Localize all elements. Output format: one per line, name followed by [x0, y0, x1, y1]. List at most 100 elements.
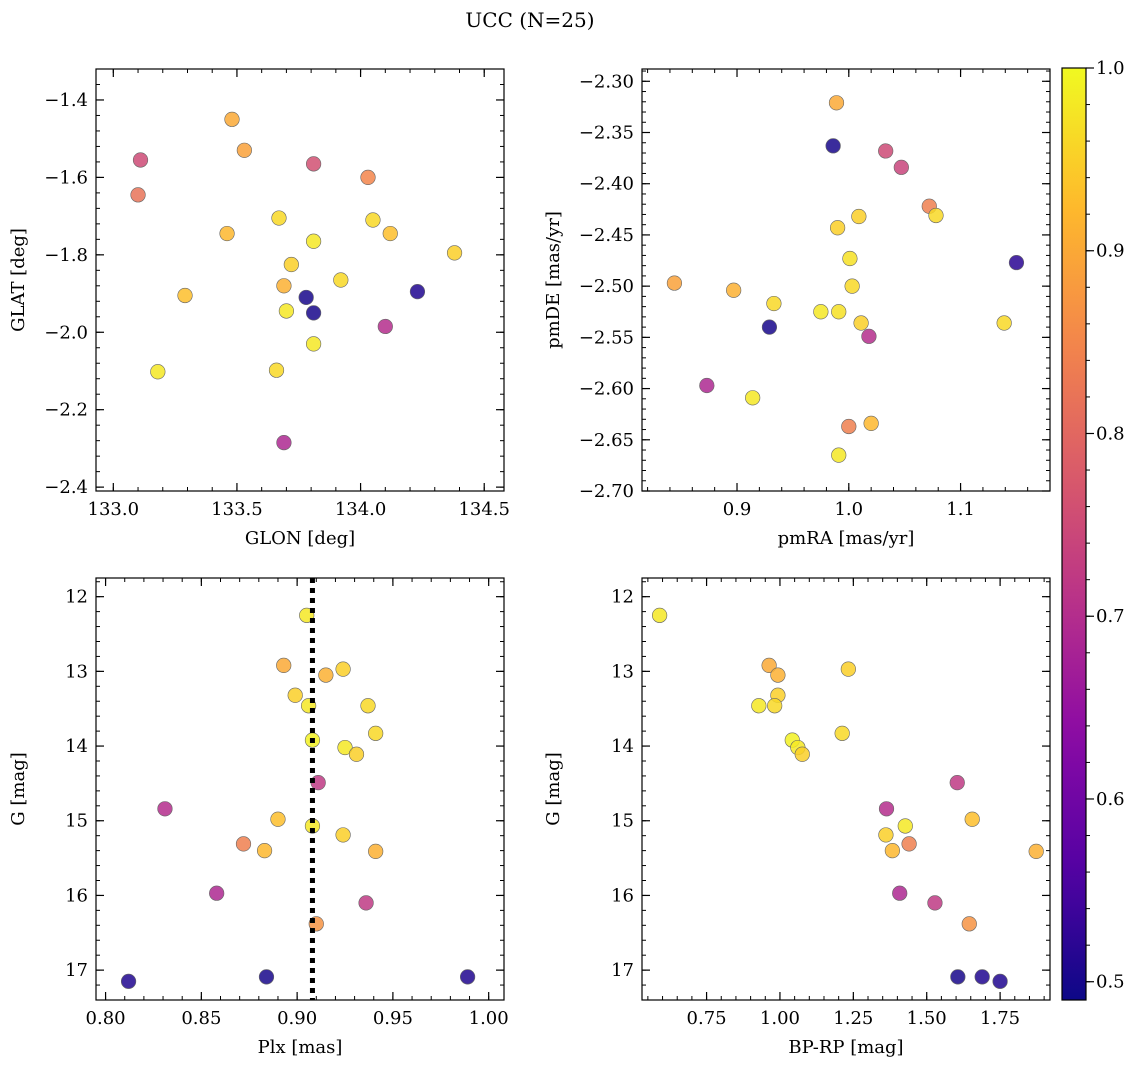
data-point: [652, 607, 668, 623]
data-point: [365, 212, 381, 228]
x-tick-label: 133.5: [211, 499, 263, 520]
colorbar-tick-label: 0.8: [1096, 423, 1125, 444]
plot-frame: [641, 577, 1051, 1001]
y-tick-label: −2.70: [579, 481, 634, 502]
x-tick-label: 0.75: [687, 1008, 727, 1029]
data-point: [863, 415, 879, 431]
data-point: [961, 916, 977, 932]
data-point: [235, 836, 252, 852]
data-point: [1028, 843, 1044, 859]
x-tick-label: 0.80: [86, 1008, 126, 1029]
y-tick-label: 15: [65, 811, 88, 832]
data-point: [306, 305, 322, 321]
y-tick-label: 13: [65, 661, 88, 682]
x-tick-label: 133.0: [88, 499, 140, 520]
figure-title: UCC (N=25): [465, 8, 594, 32]
data-point: [219, 225, 235, 242]
data-point: [770, 667, 786, 683]
data-point: [157, 801, 173, 817]
data-point: [276, 657, 292, 673]
data-point: [996, 315, 1012, 331]
data-point: [150, 364, 166, 380]
data-point: [841, 418, 857, 435]
y-axis-label: GLAT [deg]: [8, 228, 29, 332]
data-point: [409, 284, 426, 300]
data-point: [861, 328, 877, 344]
y-tick-label: 12: [65, 587, 88, 608]
colorbar-tick-label: 0.9: [1096, 241, 1125, 262]
data-point: [830, 220, 846, 236]
y-tick-label: −2.45: [579, 225, 634, 246]
data-point: [358, 895, 374, 911]
data-point: [318, 667, 334, 683]
data-point: [132, 152, 149, 168]
x-tick-label: 1.0: [834, 499, 863, 520]
x-tick-label: 0.95: [373, 1008, 413, 1029]
data-point: [878, 827, 894, 843]
y-tick-label: −1.6: [44, 167, 88, 188]
data-point: [751, 698, 767, 714]
data-point: [699, 377, 715, 394]
data-point: [268, 362, 285, 378]
data-point: [726, 282, 742, 298]
y-tick-label: 17: [65, 960, 88, 981]
data-point: [209, 885, 225, 901]
x-tick-label: 134.5: [458, 499, 510, 520]
data-point: [761, 319, 778, 335]
colorbar-gradient: [1061, 67, 1087, 1001]
data-point: [897, 818, 913, 834]
y-tick-label: 17: [611, 960, 634, 981]
data-point: [278, 303, 295, 319]
scatter-panel-4: 0.75 1.00 1.25 1.50 1.75 12 13 14 15 16 17 BP-RP [m…: [543, 577, 1051, 1058]
data-point: [878, 143, 894, 159]
y-axis-label: G [mag]: [8, 752, 29, 825]
data-point: [377, 318, 393, 335]
data-point: [853, 315, 869, 331]
data-point: [460, 969, 476, 985]
data-point: [964, 811, 980, 827]
data-point: [828, 95, 845, 111]
data-point: [892, 885, 908, 901]
data-point: [745, 390, 761, 406]
data-point: [825, 138, 841, 154]
y-tick-label: −2.55: [579, 327, 634, 348]
data-point: [236, 142, 252, 158]
colorbar: 0.5 0.6 0.7 0.8 0.9 1.0: [1061, 58, 1125, 1001]
data-point: [992, 973, 1008, 989]
data-point: [446, 245, 463, 261]
plot-frame: [95, 577, 505, 1001]
data-point: [928, 207, 944, 224]
data-point: [335, 827, 351, 843]
y-tick-label: −2.0: [44, 322, 88, 343]
x-tick-label: 0.85: [181, 1008, 221, 1029]
data-point: [306, 156, 322, 172]
x-axis-label: Plx [mas]: [258, 1037, 343, 1058]
x-tick-label: 1.1: [946, 499, 975, 520]
y-tick-label: 16: [611, 885, 634, 906]
y-tick-label: −2.2: [44, 400, 88, 421]
y-tick-label: −2.30: [579, 71, 634, 92]
data-point: [382, 225, 398, 242]
data-point: [974, 969, 990, 985]
x-axis-label: GLON [deg]: [245, 528, 355, 549]
scatter-panel-1: 133.0 133.5 134.0 134.5 −1.4 −1.6 −1.8 −2.0 −2.2…: [8, 68, 510, 549]
colorbar-tick-label: 0.6: [1096, 789, 1125, 810]
colorbar-tick-label: 0.7: [1096, 606, 1125, 627]
scatter-panel-2: 0.9 1.0 1.1 −2.30 −2.35 −2.40 −2.45 −2.50 −2.55 −…: [543, 68, 1051, 549]
data-point: [283, 256, 299, 273]
data-point: [298, 289, 314, 306]
data-point: [831, 304, 847, 320]
x-tick-label: 0.9: [723, 499, 752, 520]
x-tick-label: 1.00: [760, 1008, 800, 1029]
x-tick-label: 1.75: [980, 1008, 1020, 1029]
y-tick-label: 13: [611, 661, 634, 682]
data-point: [1008, 254, 1025, 271]
data-point: [360, 698, 376, 714]
data-point: [333, 272, 349, 288]
y-tick-label: 14: [611, 736, 634, 757]
plot-frame: [641, 68, 1051, 492]
data-point: [950, 969, 966, 985]
data-point: [276, 278, 292, 294]
y-tick-label: 14: [65, 736, 88, 757]
data-point: [840, 661, 856, 677]
